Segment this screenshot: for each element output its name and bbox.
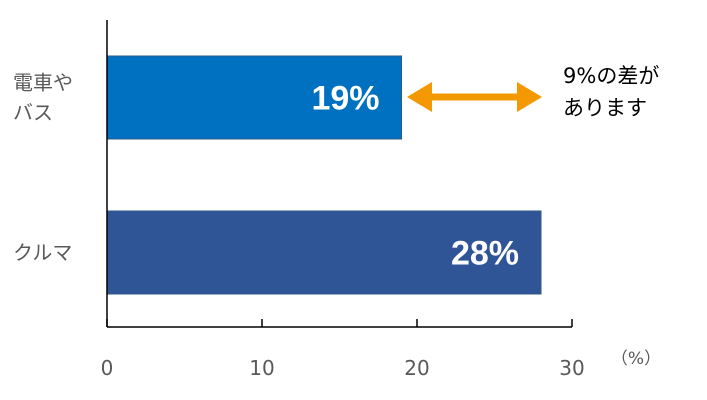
axes — [106, 20, 572, 328]
x-axis-unit-label: （%） — [611, 349, 661, 369]
x-tick-label: 30 — [559, 356, 584, 380]
x-ticks: 0 10 20 30 — [101, 319, 585, 380]
bars-group: 19% 28% — [106, 55, 542, 295]
x-tick-label: 20 — [404, 356, 429, 380]
double-arrow-icon — [407, 82, 542, 112]
bar-data-label: 28% — [451, 235, 519, 273]
bar-data-label: 19% — [311, 80, 379, 118]
bar — [106, 210, 542, 295]
x-tick-label: 10 — [249, 356, 274, 380]
annotation-text: 9%の差があります — [563, 64, 659, 120]
category-label: 電車やバス — [13, 71, 73, 125]
x-tick-label: 0 — [101, 356, 114, 380]
category-label: クルマ — [13, 241, 72, 265]
bar — [106, 55, 402, 140]
difference-annotation: 9%の差があります — [407, 64, 659, 120]
